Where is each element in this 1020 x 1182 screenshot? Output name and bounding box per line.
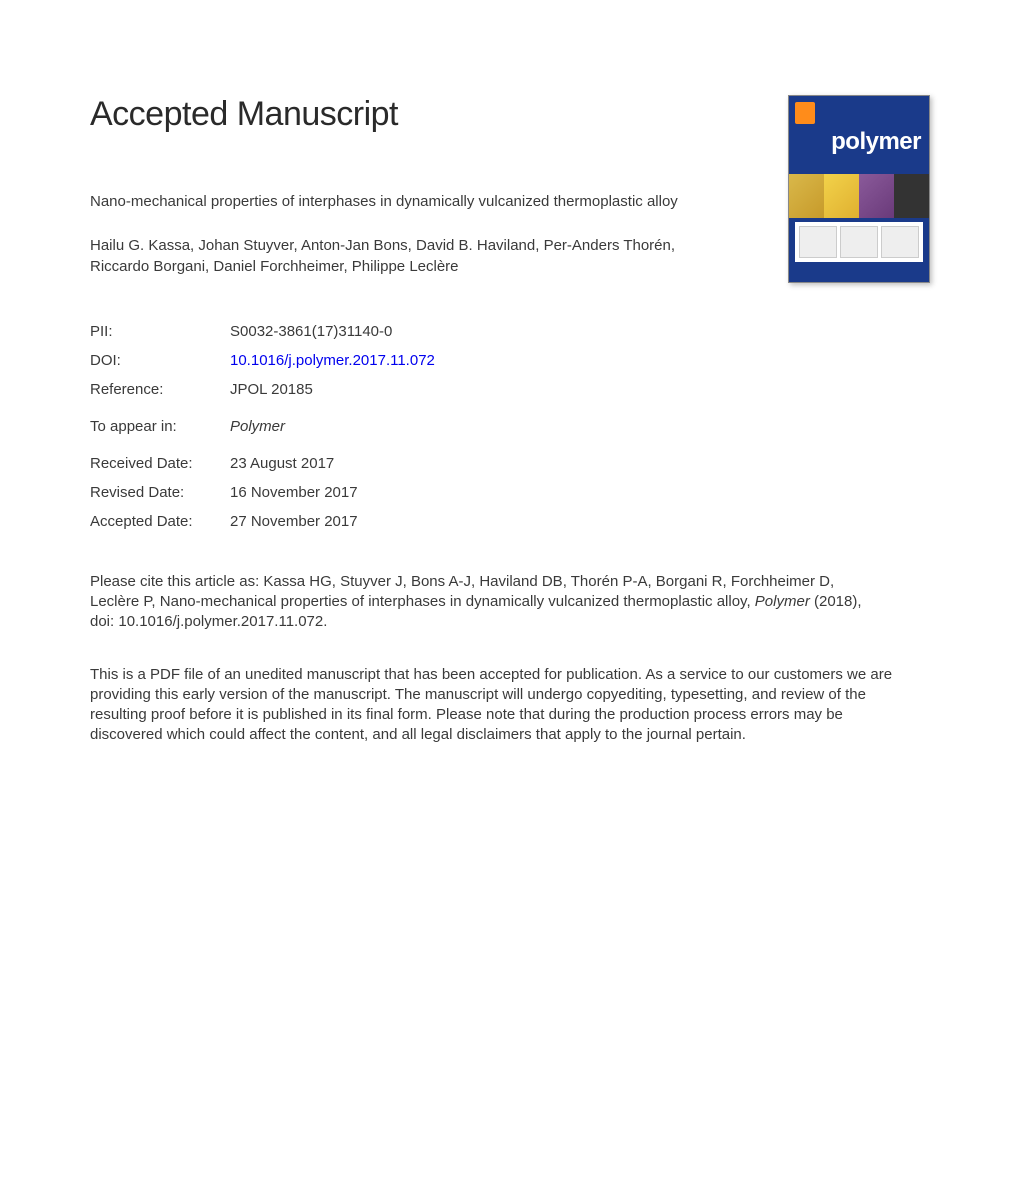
citation-prefix: Please cite this article as: Kassa HG, S… bbox=[90, 573, 834, 610]
metadata-table: PII: S0032-3861(17)31140-0 DOI: 10.1016/… bbox=[90, 317, 435, 536]
revised-row: Revised Date: 16 November 2017 bbox=[90, 478, 435, 507]
journal-cover-thumbnail: polymer bbox=[788, 95, 930, 283]
publisher-logo-icon bbox=[795, 102, 815, 124]
disclaimer-text: This is a PDF file of an unedited manusc… bbox=[90, 665, 900, 746]
pii-value: S0032-3861(17)31140-0 bbox=[230, 317, 435, 346]
cover-image-strip bbox=[789, 174, 929, 218]
to-appear-row: To appear in: Polymer bbox=[90, 404, 435, 441]
doi-label: DOI: bbox=[90, 346, 230, 375]
pii-label: PII: bbox=[90, 317, 230, 346]
manuscript-page: polymer Accepted Manuscript Nano-mechani… bbox=[0, 0, 1020, 806]
to-appear-label: To appear in: bbox=[90, 404, 230, 441]
doi-link[interactable]: 10.1016/j.polymer.2017.11.072 bbox=[230, 352, 435, 369]
received-label: Received Date: bbox=[90, 441, 230, 478]
revised-label: Revised Date: bbox=[90, 478, 230, 507]
pii-row: PII: S0032-3861(17)31140-0 bbox=[90, 317, 435, 346]
revised-value: 16 November 2017 bbox=[230, 478, 435, 507]
received-value: 23 August 2017 bbox=[230, 441, 435, 478]
cover-figure-panel bbox=[795, 222, 923, 262]
reference-row: Reference: JPOL 20185 bbox=[90, 375, 435, 404]
reference-value: JPOL 20185 bbox=[230, 375, 435, 404]
article-title: Nano-mechanical properties of interphase… bbox=[90, 192, 730, 212]
accepted-label: Accepted Date: bbox=[90, 507, 230, 536]
citation-text: Please cite this article as: Kassa HG, S… bbox=[90, 572, 880, 633]
author-list: Hailu G. Kassa, Johan Stuyver, Anton-Jan… bbox=[90, 236, 730, 277]
accepted-row: Accepted Date: 27 November 2017 bbox=[90, 507, 435, 536]
reference-label: Reference: bbox=[90, 375, 230, 404]
accepted-value: 27 November 2017 bbox=[230, 507, 435, 536]
to-appear-value: Polymer bbox=[230, 404, 435, 441]
citation-journal: Polymer bbox=[755, 593, 810, 610]
doi-row: DOI: 10.1016/j.polymer.2017.11.072 bbox=[90, 346, 435, 375]
received-row: Received Date: 23 August 2017 bbox=[90, 441, 435, 478]
cover-journal-name: polymer bbox=[831, 128, 921, 156]
